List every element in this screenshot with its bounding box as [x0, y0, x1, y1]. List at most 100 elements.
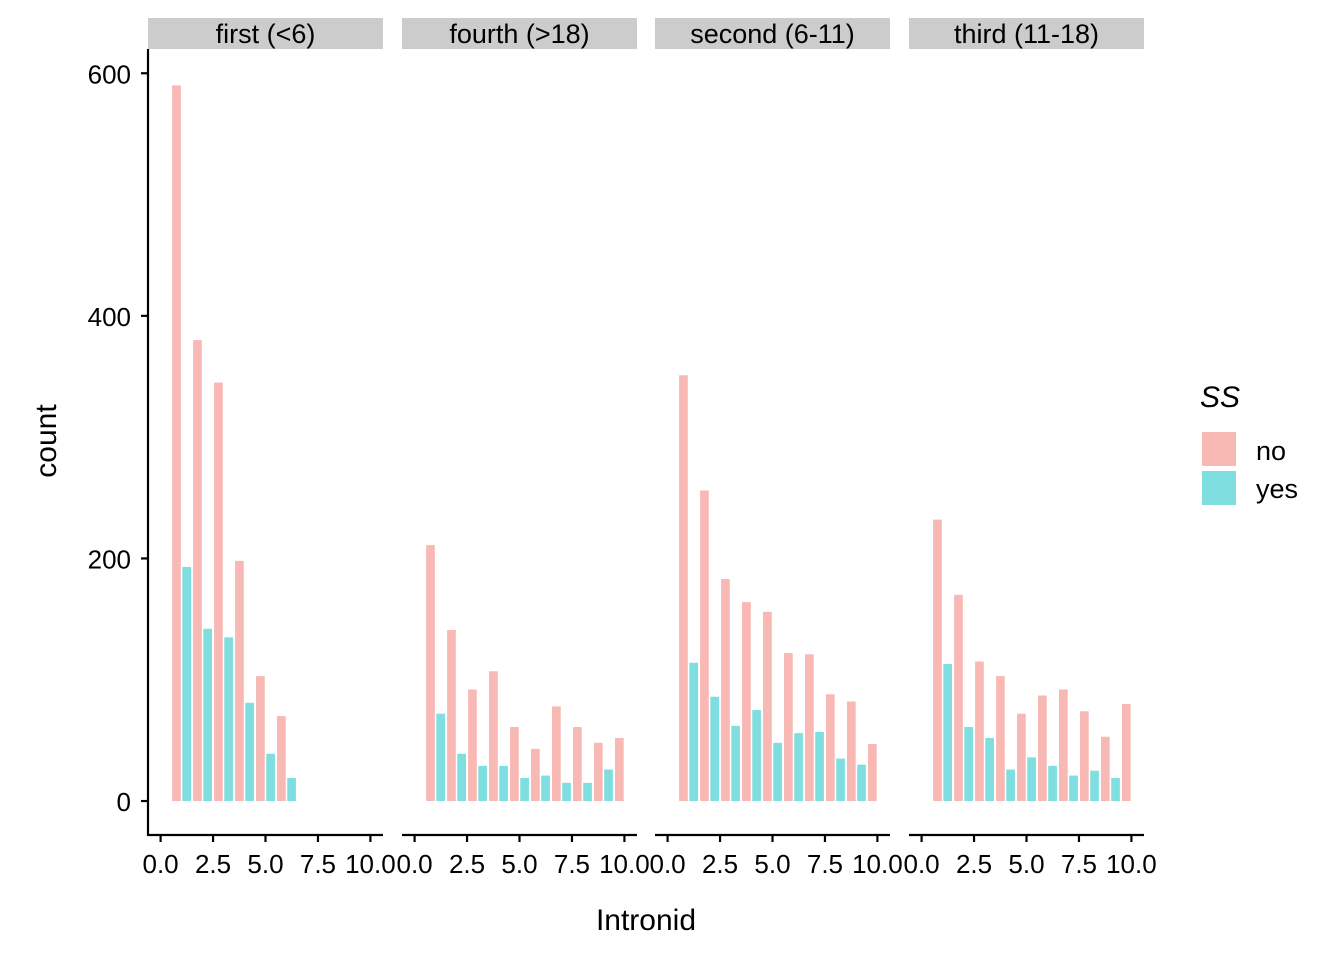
bar-no — [489, 671, 498, 802]
bar-yes — [541, 775, 550, 802]
bar-no — [721, 579, 730, 802]
bar-no — [867, 744, 877, 802]
bar-yes — [520, 777, 529, 802]
bar-yes — [604, 769, 613, 802]
bar-no — [1121, 704, 1131, 802]
bar-yes — [689, 662, 699, 802]
facet-strip — [655, 18, 890, 49]
x-tick-label: 2.5 — [449, 849, 485, 879]
facet-strip-label: fourth (>18) — [449, 19, 589, 49]
bar-yes — [1048, 765, 1057, 802]
bar-yes — [815, 731, 824, 802]
x-axis-title: Intronid — [596, 904, 696, 937]
bar-yes — [1027, 757, 1036, 802]
bar-yes — [1090, 770, 1099, 802]
x-tick-label: 7.5 — [300, 849, 336, 879]
bar-no — [573, 727, 582, 802]
bar-yes — [436, 713, 446, 802]
y-tick-label: 200 — [88, 544, 131, 574]
bar-no — [679, 375, 688, 802]
x-tick-label: 5.0 — [1008, 849, 1044, 879]
bar-yes — [583, 782, 592, 802]
bar-yes — [794, 733, 803, 802]
bar-no — [933, 519, 942, 802]
bar-no — [996, 676, 1005, 802]
bar-yes — [1006, 769, 1015, 802]
bar-no — [1017, 713, 1026, 802]
legend-title: SS — [1200, 381, 1240, 414]
bar-no — [214, 382, 223, 802]
bar-yes — [245, 702, 254, 802]
bar-no — [826, 694, 835, 802]
facet-strip — [148, 18, 383, 49]
x-tick-label: 5.0 — [754, 849, 790, 879]
bar-yes — [1111, 777, 1120, 802]
bar-yes — [478, 765, 487, 802]
x-tick-label: 10.0 — [599, 849, 650, 879]
facet-strip — [402, 18, 637, 49]
bar-yes — [203, 628, 212, 802]
x-tick-label: 5.0 — [247, 849, 283, 879]
bar-no — [552, 706, 561, 802]
legend-swatch-no — [1202, 432, 1236, 466]
bar-yes — [985, 737, 994, 802]
bar-yes — [964, 727, 973, 802]
bar-no — [468, 689, 477, 802]
y-tick-label: 0 — [117, 787, 131, 817]
bar-yes — [457, 753, 466, 802]
bar-no — [614, 737, 624, 802]
legend-swatch-yes — [1202, 471, 1236, 505]
x-tick-label: 0.0 — [904, 849, 940, 879]
bar-yes — [943, 663, 953, 802]
bar-yes — [731, 725, 740, 802]
y-tick-label: 400 — [88, 302, 131, 332]
legend-label-yes: yes — [1256, 474, 1298, 504]
bar-no — [510, 727, 519, 802]
x-tick-label: 10.0 — [1106, 849, 1157, 879]
bar-no — [805, 654, 814, 802]
x-tick-label: 0.0 — [397, 849, 433, 879]
x-tick-label: 5.0 — [501, 849, 537, 879]
bar-no — [975, 661, 984, 802]
bar-no — [531, 748, 540, 802]
y-tick-label: 600 — [88, 59, 131, 89]
bar-no — [193, 340, 202, 802]
x-tick-label: 2.5 — [195, 849, 231, 879]
legend-label-no: no — [1256, 436, 1286, 466]
x-tick-label: 0.0 — [143, 849, 179, 879]
x-tick-label: 0.0 — [650, 849, 686, 879]
facet-strip-label: first (<6) — [216, 19, 316, 49]
bar-yes — [182, 566, 192, 802]
bar-no — [447, 630, 456, 802]
x-tick-label: 2.5 — [702, 849, 738, 879]
x-tick-label: 10.0 — [852, 849, 903, 879]
bar-no — [700, 490, 709, 802]
bar-no — [1080, 711, 1089, 802]
bar-no — [277, 716, 286, 802]
bar-no — [1100, 736, 1110, 802]
x-tick-label: 7.5 — [1061, 849, 1097, 879]
x-tick-label: 7.5 — [554, 849, 590, 879]
bar-no — [784, 653, 793, 802]
bar-yes — [266, 753, 275, 802]
bar-no — [235, 560, 244, 802]
bar-yes — [773, 742, 782, 802]
bar-yes — [224, 637, 233, 802]
bar-no — [742, 602, 751, 802]
bar-yes — [752, 710, 761, 802]
bar-no — [593, 742, 603, 802]
bar-yes — [287, 777, 296, 802]
bar-yes — [1069, 775, 1078, 802]
facet-strip — [909, 18, 1144, 49]
y-axis-title: count — [30, 404, 63, 478]
bar-yes — [562, 782, 571, 802]
facet-strip-label: second (6-11) — [690, 19, 855, 49]
bar-yes — [710, 696, 719, 802]
bar-yes — [836, 758, 845, 802]
bar-no — [763, 611, 772, 802]
plot-layer: 0 200 400 600 first (<6) 0.0 2.5 5.0 7.5 10.0 four… — [88, 18, 1157, 879]
x-tick-label: 2.5 — [956, 849, 992, 879]
bar-no — [846, 701, 856, 802]
bar-no — [1038, 695, 1047, 802]
